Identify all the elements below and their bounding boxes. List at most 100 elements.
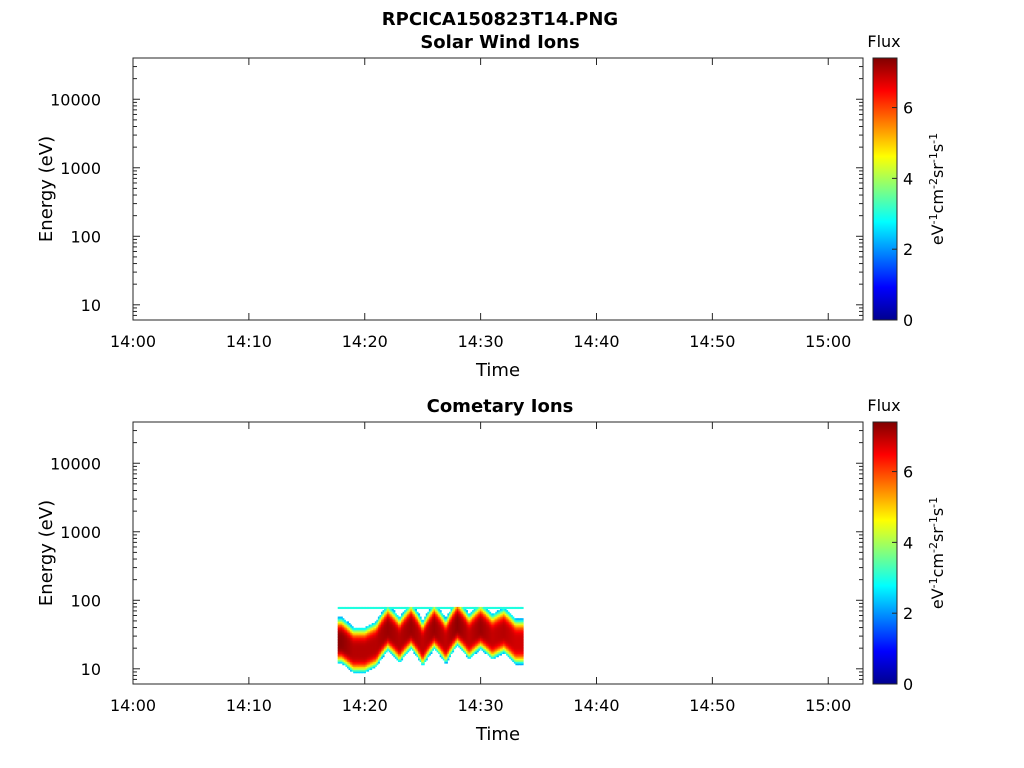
colorbar-tick-label: 2 [903, 240, 913, 259]
spectrogram-cell [501, 613, 504, 616]
spectrogram-cell [503, 606, 506, 610]
x-axis-label: Time [475, 360, 520, 381]
spectrogram-cell [380, 622, 384, 626]
spectrogram-cell [424, 627, 427, 630]
spectrogram-cell [371, 647, 374, 650]
spectrogram-cell [445, 631, 448, 634]
spectrogram-cell [445, 651, 448, 654]
spectrogram-cell [401, 616, 404, 619]
spectrogram-cell [382, 613, 385, 616]
spectrogram-cell [470, 616, 473, 619]
spectrogram-cell [452, 648, 455, 651]
spectrogram-cell [353, 637, 356, 640]
spectrogram-cell [509, 650, 512, 653]
spectrogram-cell [351, 642, 354, 645]
spectrogram-cell [469, 632, 472, 635]
spectrogram-cell [348, 647, 351, 650]
spectrogram-cell [504, 634, 507, 637]
spectrogram-cell [363, 637, 367, 640]
spectrogram-cell [407, 634, 410, 637]
spectrogram-cell [382, 621, 385, 624]
spectrogram-cell [469, 613, 472, 616]
spectrogram-cell [442, 627, 445, 630]
spectrogram-cell [513, 655, 516, 658]
spectrogram-cell [467, 653, 470, 656]
spectrogram-cell [479, 627, 482, 630]
spectrogram-cell [430, 645, 433, 648]
spectrogram-cell [479, 626, 482, 629]
spectrogram-cell [435, 631, 438, 634]
spectrogram-cell [501, 610, 504, 613]
spectrogram-cell [464, 648, 467, 651]
spectrogram-cell [350, 645, 353, 648]
spectrogram-cell [410, 635, 413, 638]
spectrogram-cell [419, 637, 422, 640]
spectrogram-cell [475, 622, 478, 626]
spectrogram-cell [351, 635, 354, 638]
spectrogram-cell [419, 635, 422, 638]
spectrogram-cell [430, 650, 433, 653]
spectrogram-cell [447, 618, 450, 621]
spectrogram-cell [506, 618, 509, 621]
spectrogram-cell [515, 663, 518, 666]
spectrogram-cell [473, 627, 476, 630]
spectrogram-cell [438, 618, 441, 621]
spectrogram-cell [362, 639, 365, 642]
spectrogram-cell [456, 640, 459, 643]
spectrogram-cell [402, 645, 405, 648]
spectrogram-cell [433, 622, 436, 626]
spectrogram-cell [410, 647, 413, 650]
spectrogram-cell [368, 629, 371, 632]
spectrogram-cell [371, 640, 374, 643]
spectrogram-cell [351, 643, 354, 646]
spectrogram-cell [380, 606, 384, 610]
spectrogram-cell [405, 608, 408, 611]
spectrogram-cell [401, 658, 404, 661]
spectrogram-cell [424, 606, 427, 610]
spectrogram-cell [388, 643, 391, 646]
spectrogram-cell [384, 640, 387, 643]
spectrogram-cell [391, 616, 394, 619]
spectrogram-cell [353, 669, 356, 672]
spectrogram-cell [487, 640, 490, 643]
spectrogram-cell [360, 647, 363, 650]
spectrogram-cell [453, 611, 456, 614]
spectrogram-cell [498, 614, 501, 618]
spectrogram-cell [428, 639, 431, 642]
spectrogram-cell [345, 631, 348, 634]
spectrogram-cell [495, 624, 498, 627]
spectrogram-cell [413, 608, 416, 611]
spectrogram-cell [516, 661, 519, 664]
spectrogram-cell [465, 640, 468, 643]
spectrogram-cell [376, 651, 379, 654]
spectrogram-cell [342, 632, 345, 635]
spectrogram-cell [376, 639, 379, 642]
spectrogram-cell [476, 642, 479, 645]
spectrogram-cell [509, 651, 512, 654]
spectrogram-cell [345, 637, 348, 640]
spectrogram-cell [418, 635, 421, 638]
spectrogram-cell [340, 645, 343, 648]
spectrogram-cell [365, 647, 368, 650]
spectrogram-cell [351, 629, 354, 632]
spectrogram-cell [413, 635, 416, 638]
spectrogram-cell [496, 647, 499, 650]
spectrogram-cell [411, 634, 414, 637]
spectrogram-cell [438, 639, 441, 642]
spectrogram-cell [490, 606, 493, 610]
spectrogram-cell [418, 655, 421, 658]
spectrogram-cell [520, 622, 523, 626]
spectrogram-cell [418, 606, 421, 610]
spectrogram-cell [496, 613, 499, 616]
spectrogram-cell [413, 606, 416, 610]
spectrogram-cell [447, 622, 450, 626]
spectrogram-cell [397, 659, 400, 663]
spectrogram-cell [493, 621, 496, 624]
spectrogram-cell [441, 648, 444, 651]
spectrogram-cell [373, 629, 376, 632]
spectrogram-cell [504, 622, 507, 626]
spectrogram-cell [408, 624, 411, 627]
spectrogram-cell [472, 640, 475, 643]
y-tick-label: 10 [81, 660, 101, 679]
spectrogram-cell [360, 667, 363, 671]
